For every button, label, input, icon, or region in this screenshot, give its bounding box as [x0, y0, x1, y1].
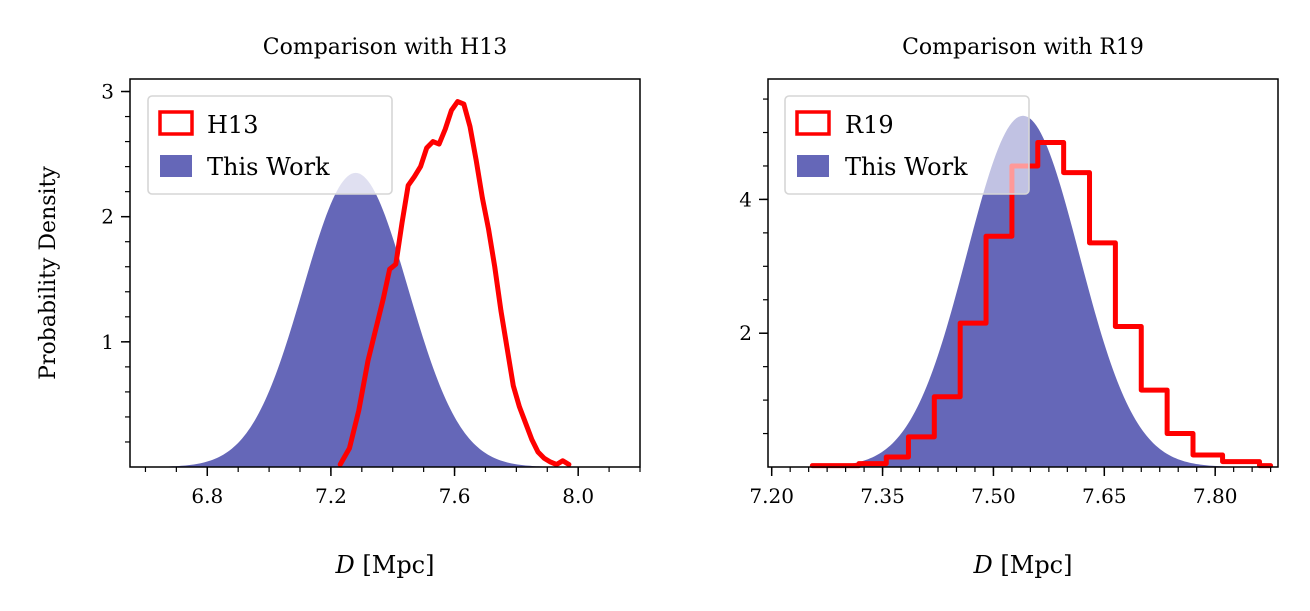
x-tick-label: 7.50 — [971, 484, 1016, 508]
axis-ticks: 6.8 7.2 7.6 8.0 1 2 3 — [101, 80, 641, 508]
plot-area — [798, 115, 1274, 469]
x-tick-label: 6.8 — [191, 484, 223, 508]
x-tick-label: 8.0 — [562, 484, 594, 508]
legend-frame — [147, 95, 393, 195]
axis-ticks: 7.20 7.35 7.50 7.65 7.80 2 4 — [739, 98, 1272, 508]
plot-frame — [767, 78, 1279, 468]
x-axis-label-unit: [Mpc] — [993, 551, 1073, 579]
y-tick-label: 4 — [739, 187, 752, 211]
x-tick-label: 7.35 — [860, 484, 905, 508]
x-tick-label: 7.20 — [749, 484, 794, 508]
plot-frame — [129, 78, 641, 468]
x-tick-label: 7.6 — [439, 484, 471, 508]
legend-swatch-fill — [160, 155, 192, 177]
y-axis-label: Probability Density — [36, 166, 61, 380]
series-this-work-fill — [798, 115, 1248, 467]
x-tick-label: 7.65 — [1082, 484, 1127, 508]
y-tick-label: 1 — [101, 330, 114, 354]
legend-frame — [784, 95, 1030, 195]
x-axis-label: D [Mpc] — [335, 551, 435, 579]
chart-title: Comparison with R19 — [902, 35, 1144, 60]
x-tick-label: 7.80 — [1193, 484, 1238, 508]
legend-label-step: H13 — [207, 111, 258, 139]
legend-swatch-step — [158, 110, 194, 136]
chart-title: Comparison with H13 — [263, 35, 507, 60]
series-h13-line — [337, 99, 572, 467]
series-this-work-fill — [145, 172, 566, 467]
x-axis-label-unit: [Mpc] — [355, 551, 435, 579]
legend-swatch-step — [795, 110, 831, 136]
legend: H13 This Work — [147, 95, 393, 195]
y-tick-label: 3 — [101, 80, 114, 104]
legend-swatch-fill — [797, 155, 829, 177]
x-tick-label: 7.2 — [315, 484, 347, 508]
x-axis-label-var: D — [973, 551, 993, 579]
legend-label-fill: This Work — [207, 153, 330, 181]
plot-area — [145, 99, 572, 467]
legend-label-step: R19 — [845, 111, 894, 139]
chart-panel-h13: Comparison with H13 Probability Density … — [36, 35, 641, 579]
legend: R19 This Work — [784, 95, 1030, 195]
x-axis-label: D [Mpc] — [973, 551, 1073, 579]
x-axis-label-var: D — [335, 551, 355, 579]
y-tick-label: 2 — [739, 321, 752, 345]
y-tick-label: 2 — [101, 205, 114, 229]
legend-label-fill: This Work — [845, 153, 968, 181]
chart-panel-r19: Comparison with R19 7.20 7.35 7.50 7.65 7.80… — [739, 35, 1279, 579]
series-r19-line — [809, 140, 1274, 469]
